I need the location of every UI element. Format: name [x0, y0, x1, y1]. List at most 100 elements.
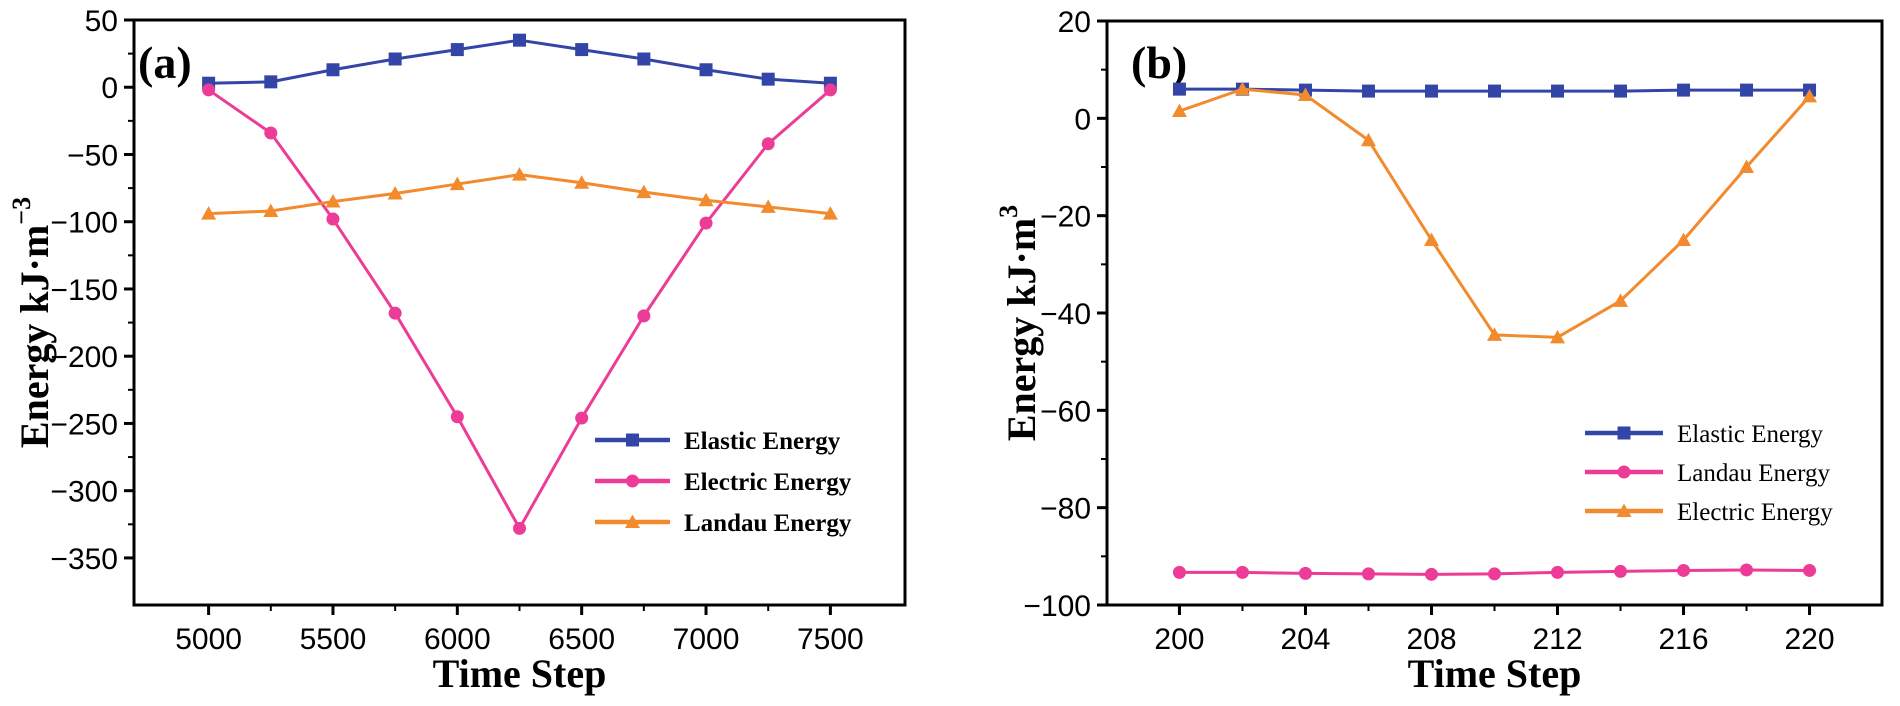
landau-energy-point: [636, 184, 652, 199]
electric-energy-point: [1171, 103, 1187, 118]
legend-swatch-marker: [625, 514, 640, 528]
y-tick-label: −50: [67, 139, 118, 172]
legend-swatch-marker: [626, 474, 639, 488]
legend: Elastic Energy Landau Energy Electric Ener…: [1585, 421, 1833, 526]
x-tick-label: 7500: [797, 623, 864, 656]
electric-energy-point: [1676, 232, 1692, 246]
y-tick-label: −20: [1040, 201, 1091, 234]
elastic-energy-point: [575, 43, 589, 57]
legend-label: Electric Energy: [1677, 499, 1833, 526]
landau-energy-point: [1614, 564, 1628, 578]
elastic-energy-point: [1551, 84, 1565, 98]
landau-energy-point: [1488, 567, 1501, 581]
electric-energy-point: [823, 83, 837, 97]
landau-energy-point: [1677, 563, 1691, 577]
y-tick-label: 0: [101, 72, 118, 105]
electric-energy-point: [1297, 87, 1313, 101]
electric-energy-point: [1487, 327, 1502, 341]
electric-energy-line: [207, 88, 832, 530]
y-tick-label: −200: [50, 341, 118, 374]
legend-swatch-marker: [1617, 426, 1631, 440]
electric-energy-point: [202, 83, 216, 97]
y-axis-title-text: Energy kJ·m: [12, 225, 57, 448]
landau-energy-point: [263, 203, 279, 217]
landau-energy-point: [1803, 563, 1817, 577]
legend-label: Electric Energy: [684, 469, 852, 496]
x-tick-label: 200: [1154, 623, 1204, 656]
electric-energy-point: [1739, 159, 1755, 173]
y-tick-label: −80: [1040, 493, 1091, 526]
electric-energy-point: [761, 137, 775, 151]
x-tick-label: 216: [1658, 623, 1708, 656]
x-axis-title: Time Step: [1408, 651, 1582, 696]
x-tick-label: 7000: [673, 623, 740, 656]
elastic-energy-point: [1488, 84, 1501, 98]
legend-swatch-marker: [1617, 465, 1631, 479]
landau-energy-point: [1361, 567, 1375, 581]
x-tick-label: 6500: [548, 623, 615, 656]
elastic-energy-point: [1614, 84, 1628, 98]
y-tick-label: 0: [1074, 103, 1091, 136]
y-axis-title-text: Energy kJ·m: [999, 218, 1044, 441]
landau-energy-point: [1551, 565, 1565, 579]
x-axis-title: Time Step: [433, 651, 607, 696]
landau-energy-point: [1740, 563, 1754, 577]
y-tick-label: −300: [50, 476, 118, 509]
elastic-energy-point: [1172, 82, 1186, 96]
legend-label: Landau Energy: [1677, 460, 1830, 487]
x-tick-label: 6000: [424, 623, 491, 656]
landau-energy-point: [449, 176, 465, 191]
elastic-energy-point: [513, 33, 526, 47]
electric-energy-point: [388, 306, 402, 320]
landau-energy-point: [1172, 565, 1186, 579]
y-axis-title: Energy kJ·m−3: [7, 197, 57, 448]
y-axis-title-exponent: −3: [7, 197, 36, 225]
elastic-energy-point: [1361, 84, 1375, 98]
legend-label: Landau Energy: [684, 510, 852, 537]
electric-energy-point: [264, 126, 278, 140]
x-tick-label: 208: [1406, 623, 1456, 656]
landau-energy-point: [1235, 565, 1249, 579]
x-tick-label: 212: [1532, 623, 1582, 656]
electric-energy-point: [1802, 88, 1818, 103]
electric-energy-point: [1423, 232, 1439, 246]
electric-energy-point: [699, 216, 713, 230]
legend-swatch-marker: [626, 433, 639, 447]
elastic-energy-point: [388, 52, 402, 66]
elastic-energy-point: [264, 75, 278, 89]
legend-label: Elastic Energy: [1677, 421, 1824, 448]
legend-swatch-marker: [1616, 503, 1632, 517]
elastic-energy-point: [637, 52, 651, 66]
y-tick-label: −60: [1040, 395, 1091, 428]
x-tick-label: 204: [1280, 623, 1330, 656]
electric-energy-point: [637, 309, 651, 323]
y-tick-label: 50: [85, 5, 118, 38]
y-tick-label: −40: [1040, 298, 1091, 331]
elastic-energy-point: [1424, 84, 1438, 98]
electric-energy-point: [450, 410, 464, 424]
x-tick-label: 220: [1785, 623, 1835, 656]
chart-panel-b: 200 204 208 212 216 220200−20−40−60−80−100Tim…: [994, 6, 1884, 696]
landau-energy-point: [1298, 566, 1312, 580]
landau-energy-point: [512, 167, 527, 181]
electric-energy-point: [1550, 329, 1566, 344]
x-tick-label: 5000: [175, 623, 242, 656]
legend: Elastic Energy Electric Energy Landau Ener…: [595, 428, 852, 537]
landau-energy-point: [760, 199, 776, 213]
panel-label: (a): [138, 37, 192, 88]
y-tick-label: −150: [50, 274, 118, 307]
electric-energy-point: [1613, 293, 1629, 307]
landau-energy-point: [201, 206, 217, 220]
y-tick-label: −250: [50, 408, 118, 441]
y-axis-title: Energy kJ·m3: [994, 205, 1044, 441]
electric-energy-point: [513, 521, 526, 535]
x-tick-label: 5500: [300, 623, 367, 656]
y-axis-title-exponent: 3: [994, 205, 1023, 218]
panel-label: (b): [1131, 37, 1187, 88]
chart-panel-a: 5000 5500 6000 6500 7000 7500 50 0 −50 −100 −150 −2…: [7, 5, 907, 696]
elastic-energy-point: [450, 43, 464, 57]
elastic-energy-point: [761, 72, 775, 86]
elastic-energy-point: [326, 63, 340, 77]
y-tick-label: −100: [1023, 590, 1091, 623]
